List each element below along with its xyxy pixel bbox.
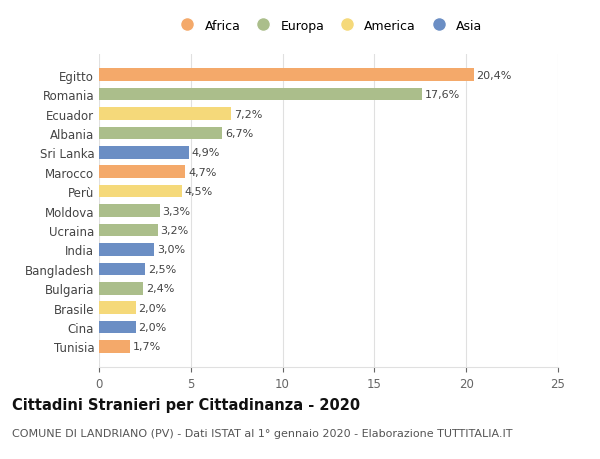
Text: 4,7%: 4,7% [188, 168, 217, 177]
Text: 20,4%: 20,4% [476, 71, 512, 80]
Bar [99, 263, 145, 275]
Text: 2,4%: 2,4% [146, 284, 174, 294]
Bar [99, 244, 154, 256]
Text: 17,6%: 17,6% [425, 90, 460, 100]
Text: Cittadini Stranieri per Cittadinanza - 2020: Cittadini Stranieri per Cittadinanza - 2… [12, 397, 360, 412]
Text: 4,5%: 4,5% [184, 187, 212, 197]
Text: 4,9%: 4,9% [192, 148, 220, 158]
Bar [99, 166, 185, 179]
Text: 2,0%: 2,0% [139, 322, 167, 332]
Text: 7,2%: 7,2% [234, 109, 262, 119]
Text: 1,7%: 1,7% [133, 342, 161, 352]
Bar [99, 69, 473, 82]
Text: 2,5%: 2,5% [148, 264, 176, 274]
Bar [99, 341, 130, 353]
Text: 2,0%: 2,0% [139, 303, 167, 313]
Bar [99, 89, 422, 101]
Bar [99, 127, 222, 140]
Text: 3,3%: 3,3% [163, 206, 190, 216]
Text: 3,0%: 3,0% [157, 245, 185, 255]
Bar [99, 205, 160, 218]
Bar [99, 185, 182, 198]
Legend: Africa, Europa, America, Asia: Africa, Europa, America, Asia [170, 15, 487, 38]
Bar [99, 147, 189, 159]
Bar [99, 321, 136, 334]
Bar [99, 224, 158, 237]
Text: 6,7%: 6,7% [225, 129, 253, 139]
Bar [99, 282, 143, 295]
Bar [99, 108, 231, 121]
Text: COMUNE DI LANDRIANO (PV) - Dati ISTAT al 1° gennaio 2020 - Elaborazione TUTTITAL: COMUNE DI LANDRIANO (PV) - Dati ISTAT al… [12, 428, 512, 438]
Text: 3,2%: 3,2% [161, 225, 189, 235]
Bar [99, 302, 136, 314]
